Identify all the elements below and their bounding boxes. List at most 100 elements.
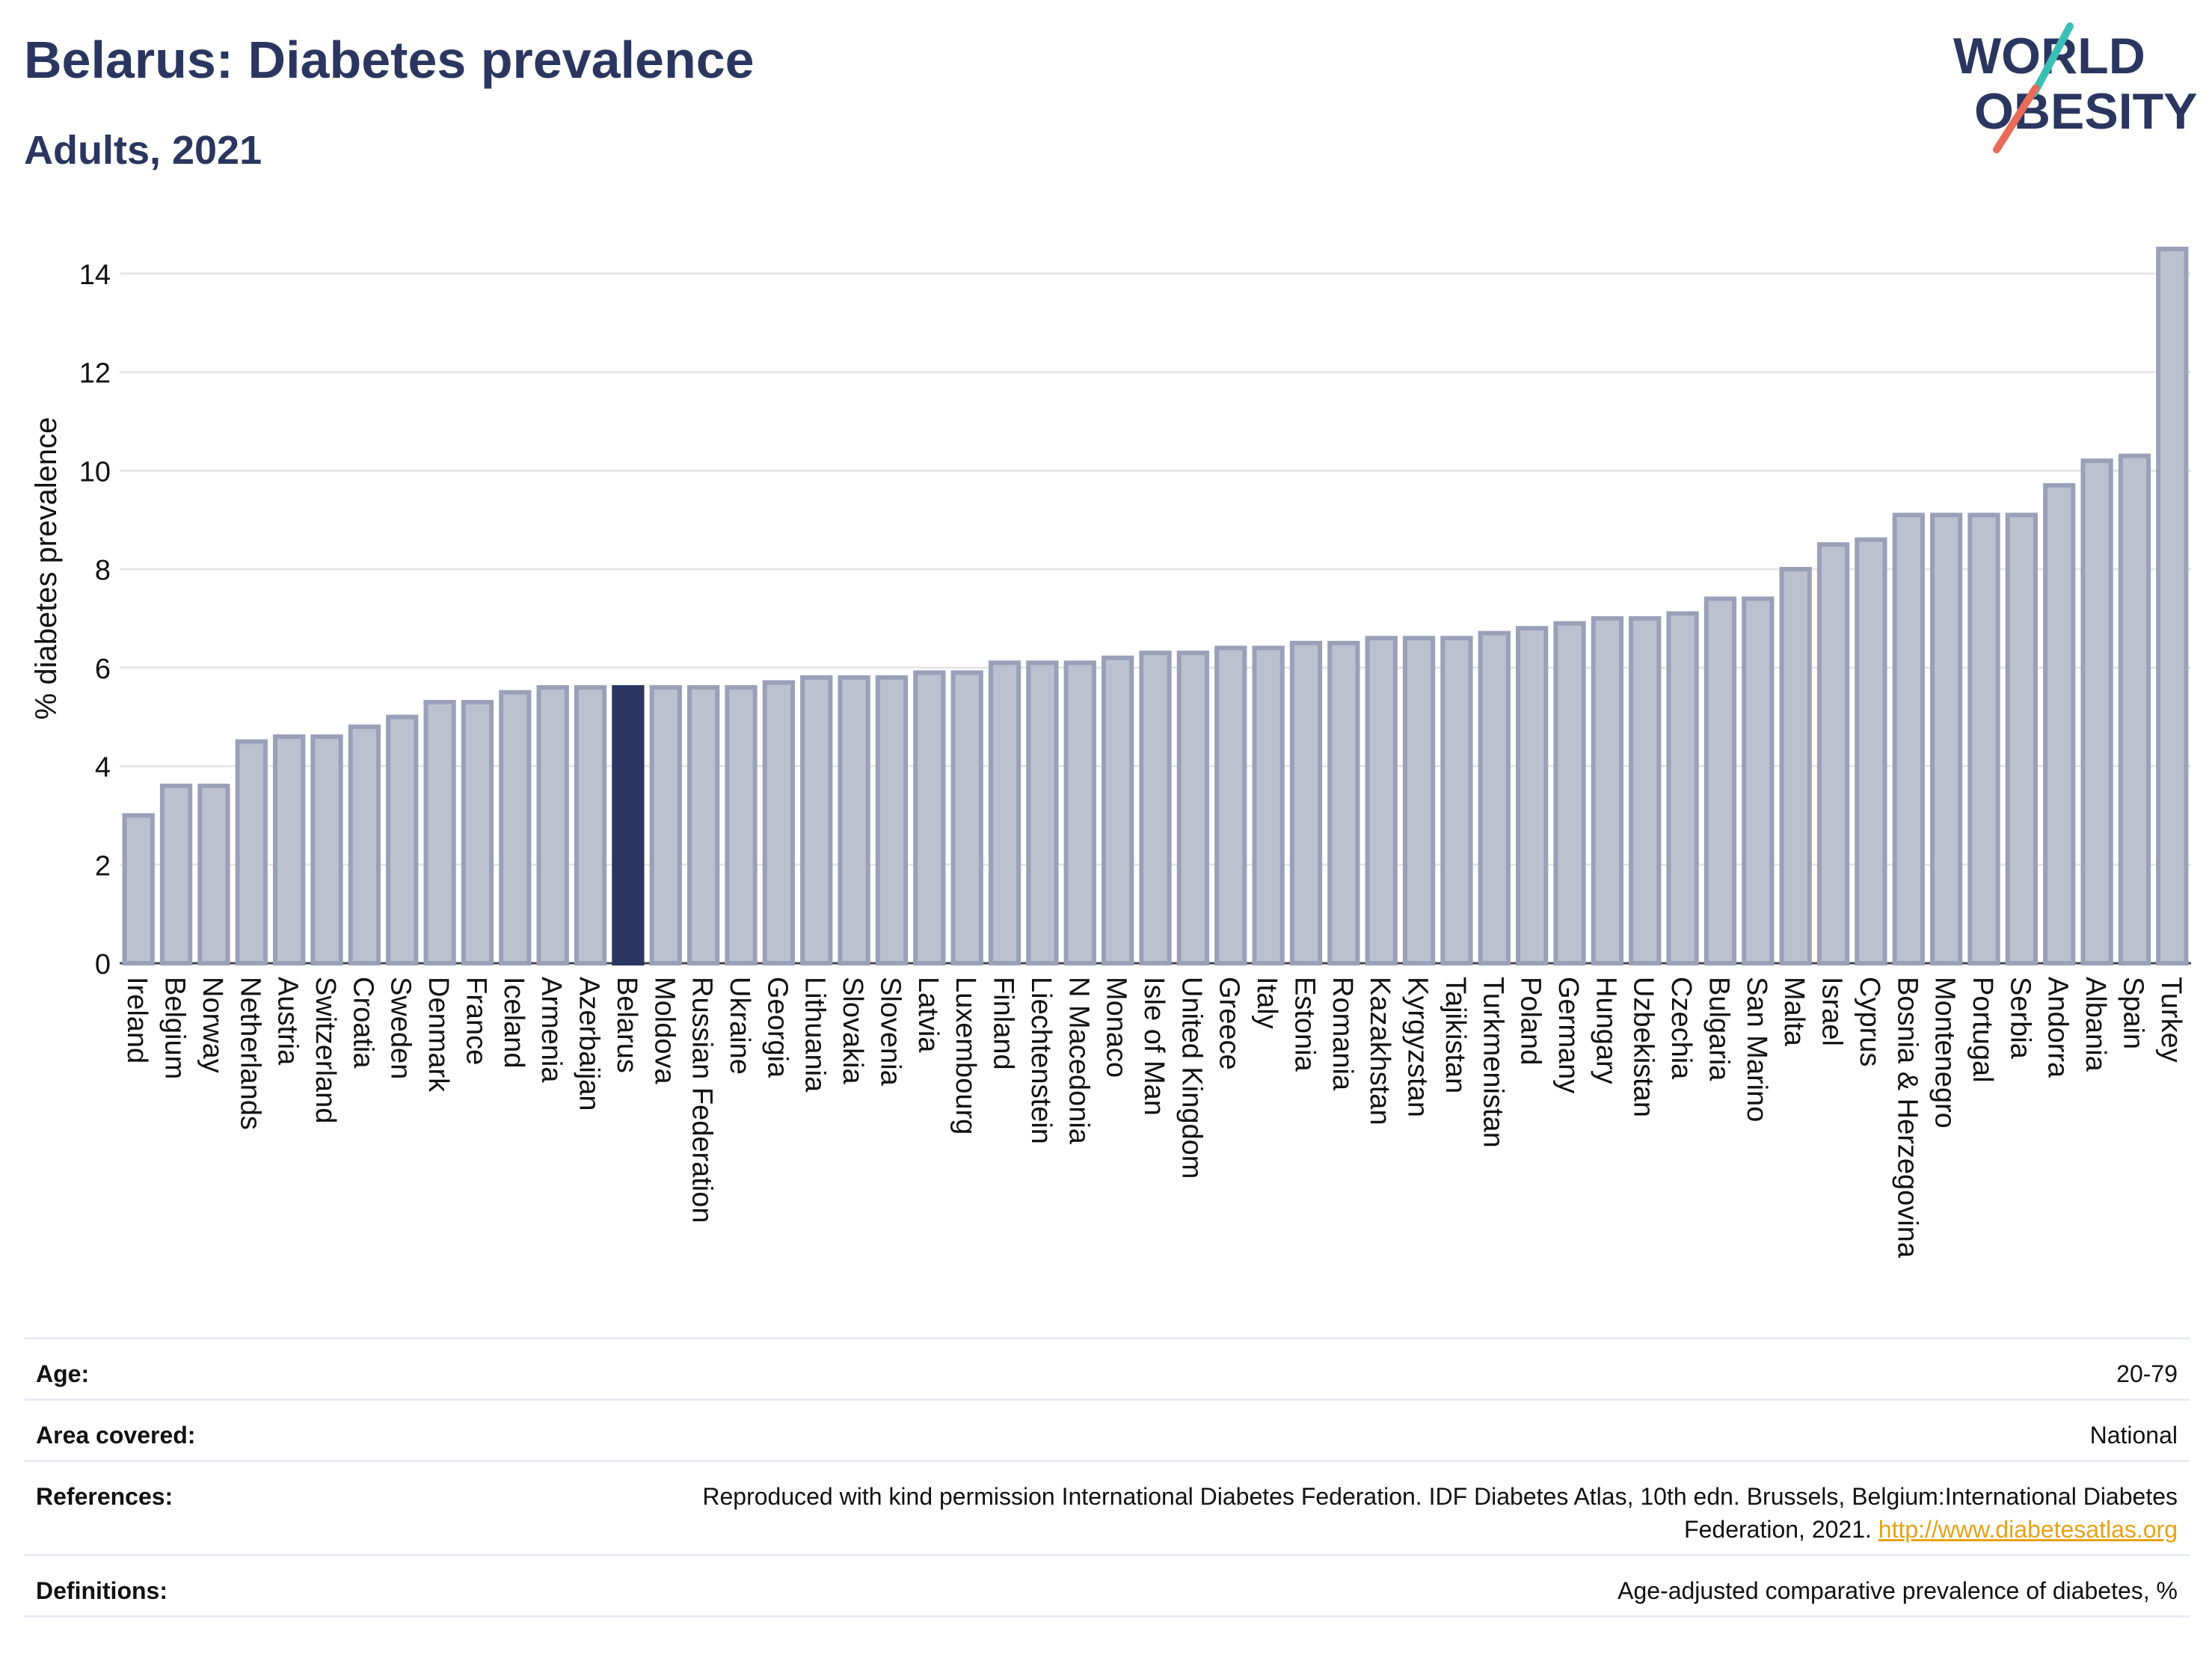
bar <box>197 783 230 965</box>
bar <box>687 685 720 965</box>
bar <box>1816 542 1850 965</box>
x-tick-label: Hungary <box>1590 977 1621 1084</box>
y-axis-label: % diabetes prevalence <box>30 417 63 720</box>
bar-chart: 0 2 4 6 8 10 12 14 Ireland Belgium Norway Netherla… <box>30 246 2191 1259</box>
x-tick-label: Russian Federation <box>686 977 718 1223</box>
x-tick-label: Greece <box>1214 977 1245 1070</box>
logo-slash-coral <box>1993 85 2039 153</box>
references-label: References: <box>36 1483 173 1510</box>
bar <box>1289 640 1323 965</box>
x-tick-label: Belgium <box>159 977 191 1079</box>
x-tick-label: Bosnia & Herzegovina <box>1891 977 1923 1259</box>
bar <box>1629 615 1662 966</box>
bar <box>536 685 569 965</box>
definitions-value: Age-adjusted comparative prevalence of d… <box>1617 1577 2178 1604</box>
bar <box>2043 483 2076 965</box>
x-tick-label: Liechtenstein <box>1025 977 1057 1144</box>
y-tick-label: 14 <box>79 260 111 291</box>
bar <box>988 660 1021 965</box>
page-subtitle: Adults, 2021 <box>24 128 262 173</box>
y-tick-label: 2 <box>95 850 111 882</box>
bar <box>310 734 343 965</box>
bar <box>1063 660 1096 965</box>
x-tick-label: Spain <box>2117 977 2148 1049</box>
x-tick-label: Germany <box>1552 977 1584 1093</box>
x-tick-layer: Ireland Belgium Norway Netherlands Austria Sw… <box>121 977 2187 1259</box>
x-tick-label: Cyprus <box>1854 977 1885 1066</box>
x-tick-label: Luxembourg <box>950 977 981 1134</box>
x-tick-label: Tajikistan <box>1440 977 1471 1093</box>
x-tick-label: Armenia <box>535 977 567 1083</box>
bar <box>461 699 494 965</box>
bar <box>1214 645 1247 965</box>
x-tick-label: Portugal <box>1967 977 1998 1083</box>
x-tick-label: Norway <box>197 977 228 1073</box>
bar <box>1553 621 1586 966</box>
meta-row-area: Area covered: National <box>24 1401 2190 1462</box>
bar <box>1365 636 1398 966</box>
x-tick-label: Israel <box>1816 977 1848 1046</box>
bar <box>800 675 833 965</box>
bar <box>1892 512 1925 965</box>
meta-row-definitions: Definitions: Age-adjusted comparative pr… <box>24 1556 2190 1618</box>
area-covered-value: National <box>2089 1422 2178 1449</box>
age-label: Age: <box>36 1360 90 1387</box>
bar <box>348 724 381 966</box>
x-tick-label: Belarus <box>611 977 642 1073</box>
y-tick-label: 8 <box>95 555 111 586</box>
logo-word-world: WORLD <box>1953 28 2145 85</box>
bar <box>1402 636 1436 966</box>
references-link[interactable]: http://www.diabetesatlas.org <box>1878 1516 2178 1543</box>
x-tick-label: France <box>460 977 491 1065</box>
bar <box>1327 640 1360 965</box>
bar <box>159 783 193 965</box>
y-tick-label: 0 <box>95 949 111 980</box>
page-title: Belarus: Diabetes prevalence <box>24 31 755 89</box>
bar <box>875 675 909 965</box>
bar <box>1176 651 1209 965</box>
x-tick-label: Ukraine <box>724 977 755 1075</box>
x-tick-label: Kyrgyzstan <box>1402 977 1434 1117</box>
bar <box>950 670 983 965</box>
x-tick-label: Lithuania <box>799 977 831 1093</box>
bar-highlight <box>612 685 645 965</box>
x-tick-label: San Marino <box>1741 977 1772 1122</box>
x-tick-label: Serbia <box>2004 977 2036 1060</box>
x-tick-label: Estonia <box>1288 977 1320 1072</box>
bar <box>1440 636 1473 966</box>
x-tick-label: N Macedonia <box>1063 977 1094 1145</box>
logo-slash-teal <box>2030 22 2074 97</box>
bar <box>725 685 758 965</box>
y-tick-label: 6 <box>95 654 111 685</box>
metadata-table: Age: 20-79 Area covered: National Refere… <box>24 1337 2190 1618</box>
x-tick-label: Austria <box>272 977 304 1066</box>
bar <box>649 685 682 965</box>
y-tick-label: 10 <box>79 456 111 488</box>
x-tick-label: United Kingdom <box>1176 977 1207 1179</box>
meta-row-age: Age: 20-79 <box>24 1339 2190 1401</box>
x-tick-label: Slovenia <box>874 977 906 1087</box>
y-tick-label: 12 <box>79 358 111 390</box>
bar <box>1779 567 1812 965</box>
bar <box>1478 630 1511 966</box>
x-tick-label: Romania <box>1327 977 1358 1091</box>
bar <box>2156 246 2189 965</box>
bar <box>1666 611 1699 965</box>
x-tick-label: Netherlands <box>234 977 265 1130</box>
references-value: Reproduced with kind permission Internat… <box>652 1462 2178 1546</box>
x-tick-label: Moldova <box>648 977 680 1084</box>
bar <box>1102 655 1134 965</box>
x-tick-label: Iceland <box>498 977 529 1069</box>
x-tick-label: Ireland <box>121 977 153 1063</box>
meta-row-references: References: Reproduced with kind permiss… <box>24 1462 2190 1556</box>
world-obesity-logo: WORLD OBESITY <box>1953 22 2198 153</box>
bar <box>2118 453 2151 965</box>
x-tick-label: Latvia <box>912 977 944 1053</box>
bar <box>838 675 870 965</box>
bar <box>235 739 268 965</box>
x-tick-label: Czechia <box>1665 977 1697 1080</box>
x-tick-label: Albania <box>2080 977 2111 1072</box>
bar-layer <box>122 246 2189 966</box>
x-tick-label: Bulgaria <box>1703 977 1734 1081</box>
bar <box>1742 596 1775 965</box>
